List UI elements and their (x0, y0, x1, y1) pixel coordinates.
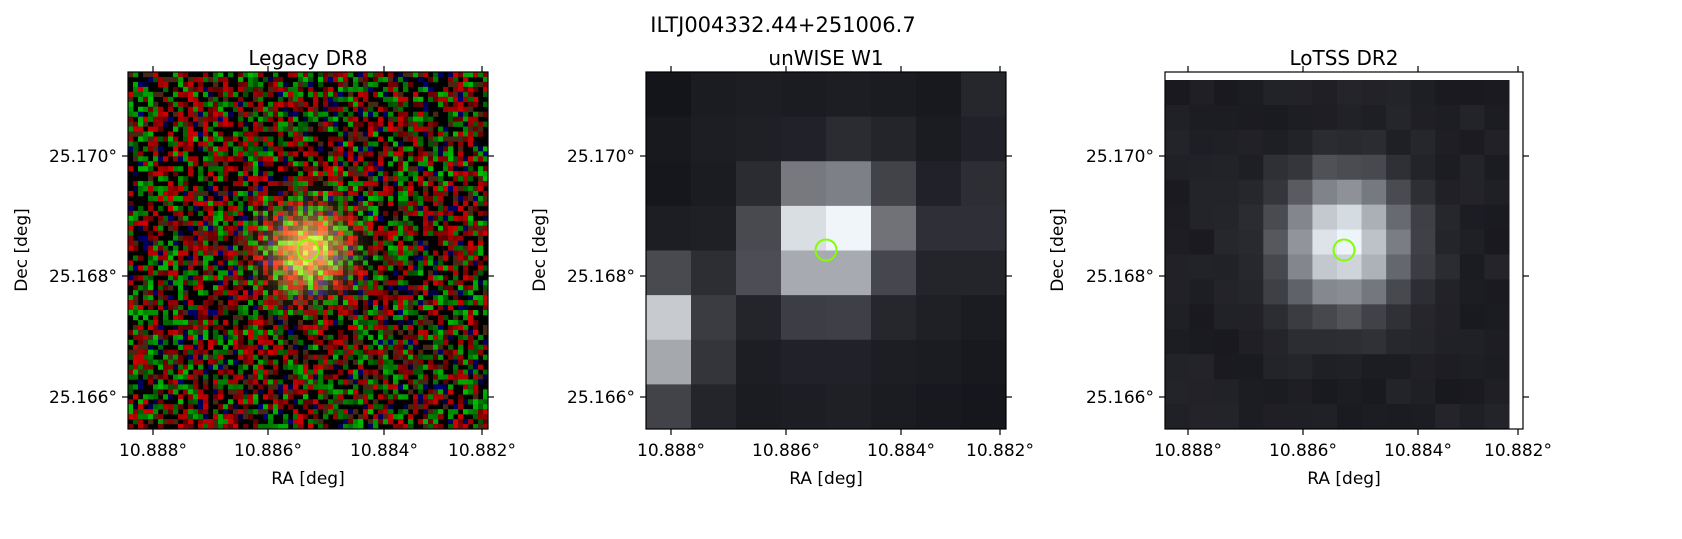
x-tick-label: 10.888° (637, 441, 705, 461)
source-marker-circle (814, 238, 838, 262)
y-axis-label: Dec [deg] (1048, 208, 1068, 292)
x-axis-label: RA [deg] (271, 469, 344, 489)
panel-legacy-dr8: Legacy DR8 10.888° 10.886° 10.884° 10.882° … (12, 46, 516, 489)
panel-image (1165, 72, 1523, 430)
x-tick-label: 10.886° (752, 441, 820, 461)
x-ticks: 10.888° 10.886° 10.884° 10.882° (1154, 66, 1552, 461)
y-axis-label: Dec [deg] (530, 208, 550, 292)
panel-lotss-dr2: LoTSS DR2 10.888° 10.886° 10.884° 10.882° 2… (1048, 46, 1552, 489)
x-ticks: 10.888° 10.886° 10.884° 10.882° (637, 66, 1034, 461)
x-tick-label: 10.886° (234, 441, 302, 461)
panel-title: Legacy DR8 (248, 46, 367, 70)
y-tick-label: 25.168° (567, 267, 635, 287)
panel-title: LoTSS DR2 (1289, 46, 1398, 70)
x-tick-label: 10.882° (448, 441, 516, 461)
x-tick-label: 10.884° (350, 441, 418, 461)
panel-frame (1164, 71, 1524, 430)
y-ticks: 25.170° 25.168° 25.166° (1086, 147, 1529, 408)
x-tick-label: 10.884° (1384, 441, 1452, 461)
x-tick-label: 10.888° (1154, 441, 1222, 461)
y-axis-label: Dec [deg] (12, 208, 32, 292)
panel-title: unWISE W1 (768, 46, 883, 70)
panel-frame (645, 71, 1007, 430)
x-tick-label: 10.882° (1484, 441, 1552, 461)
panel-image (646, 72, 1007, 430)
y-tick-label: 25.166° (567, 388, 635, 408)
x-tick-label: 10.886° (1269, 441, 1337, 461)
y-tick-label: 25.168° (1086, 267, 1154, 287)
y-tick-label: 25.170° (567, 147, 635, 167)
x-tick-label: 10.888° (119, 441, 187, 461)
x-tick-label: 10.882° (966, 441, 1034, 461)
y-tick-label: 25.166° (1086, 388, 1154, 408)
panel-image (128, 72, 489, 430)
x-axis-label: RA [deg] (789, 469, 862, 489)
x-axis-label: RA [deg] (1307, 469, 1380, 489)
x-ticks: 10.888° 10.886° 10.884° 10.882° (119, 66, 516, 461)
y-ticks: 25.170° 25.168° 25.166° (567, 147, 1012, 408)
y-tick-label: 25.170° (49, 147, 117, 167)
y-tick-label: 25.170° (1086, 147, 1154, 167)
source-marker-circle (1332, 238, 1356, 262)
x-tick-label: 10.884° (867, 441, 935, 461)
y-ticks: 25.170° 25.168° 25.166° (49, 147, 494, 408)
y-tick-label: 25.168° (49, 267, 117, 287)
source-marker-circle (296, 238, 320, 262)
panel-frame (127, 71, 489, 430)
figure-title: ILTJ004332.44+251006.7 (650, 13, 915, 37)
y-tick-label: 25.166° (49, 388, 117, 408)
panel-unwise-w1: unWISE W1 10.888° 10.886° 10.884° 10.882° 2… (530, 46, 1034, 489)
